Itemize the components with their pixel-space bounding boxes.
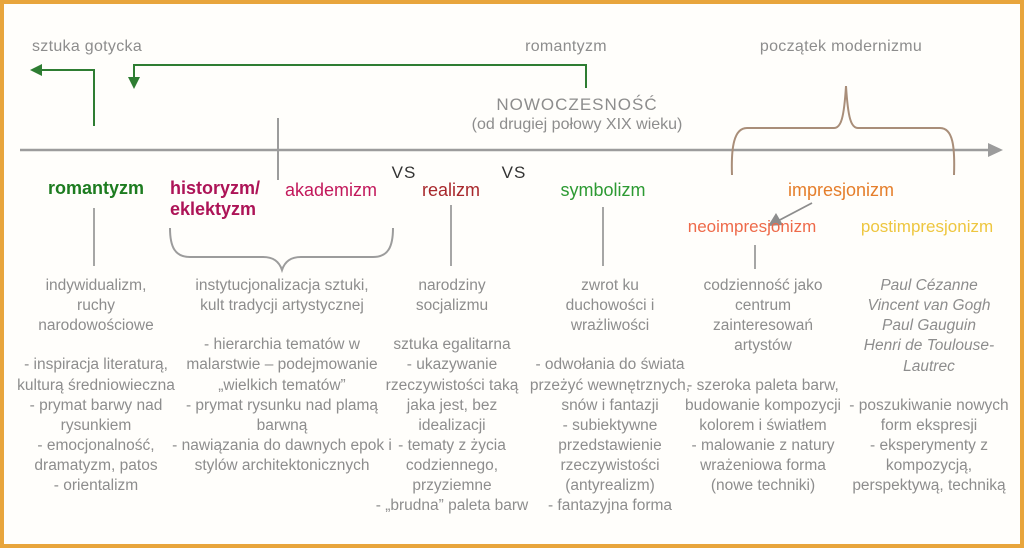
column-impresjonizm: codzienność jako centrum zainteresowań a… [677,276,849,496]
list-item: - „brudna” paleta barw [375,497,529,515]
era-label-romantyzm: romantyzm [525,38,607,55]
vs-label-2: VS [501,163,527,182]
movement-label-symbolizm: symbolizm [560,180,646,200]
list-item: - emocjonalność, dramatyzm, patos [34,436,158,475]
list-item: - hierarchia tematów w malarstwie – pode… [186,336,378,394]
column-historyzm-akademizm: instytucjonalizacja sztuki, kult tradycj… [169,276,395,476]
column-symbolizm: zwrot ku duchowości i wrażliwości - odwo… [529,276,691,517]
movement-label-historyzm-eklektyzm: historyzm/ eklektyzm [170,178,261,219]
impresjonizm-to-neo-arrowhead-icon [768,213,783,226]
movement-label-akademizm: akademizm [284,180,378,200]
list-item: - odwołania do świata przeżyć wewnętrzny… [529,356,691,414]
list-item: - szeroka paleta barw, budowanie kompozy… [685,376,841,434]
list-item: - poszukiwanie nowych form ekspresji [849,396,1009,434]
modern-era-subtitle: (od drugiej połowy XIX wieku) [471,116,683,133]
modern-era-title: NOWOCZESNOŚĆ [496,95,658,114]
column-romantyzm: indywidualizm, ruchy narodowościowe - in… [11,276,181,496]
movement-label-neoimpresjonizm: neoimpresjonizm [687,217,817,236]
list-item: - inspiracja literaturą, kulturą średnio… [17,356,175,394]
list-item: - prymat barwy nad rysunkiem [29,396,163,434]
list-item: - orientalizm [53,477,139,495]
vs-label-1: VS [391,163,417,182]
column-romantyzm-heading: indywidualizm, ruchy narodowościowe [38,277,154,335]
list-item: sztuka egalitarna [393,336,511,354]
timeline-arrowhead-icon [988,143,1003,157]
list-item: - malowanie z natury [691,436,835,454]
diagram-lines-layer [20,64,1003,274]
gothic-reference-line [40,69,95,126]
gothic-arrowhead-icon [30,64,42,76]
movement-label-postimpresjonizm: postimpresjonizm [860,217,994,236]
list-item: - nawiązania do dawnych epok i stylów ar… [172,436,392,475]
movement-label-romantyzm: romantyzm [47,178,145,198]
column-realizm: narodziny socjalizmu sztuka egalitarna -… [374,276,530,517]
column-impresjonizm-heading: codzienność jako centrum zainteresowań a… [703,277,823,355]
modernism-brace [730,85,956,176]
list-item: - eksperymenty z kompozycją, perspektywą… [852,436,1006,495]
list-item: - fantazyjna forma [547,497,673,515]
list-item: - subiektywne przedstawienie rzeczywisto… [558,416,662,495]
column-symbolizm-heading: zwrot ku duchowości i wrażliwości [565,277,655,335]
column-historyzm-heading: instytucjonalizacja sztuki, kult tradycj… [195,277,369,315]
impresjonizm-to-neo-arrow-line [773,202,813,224]
movement-label-impresjonizm: impresjonizm [787,180,895,200]
romantyzm-bracket-line [133,64,587,88]
era-label-gothic: sztuka gotycka [32,38,143,55]
romantyzm-down-arrowhead-icon [128,77,140,89]
list-item: wrażeniowa forma (nowe techniki) [700,457,826,495]
column-postimpresjonizm-heading: Paul Cézanne Vincent van Gogh Paul Gaugu… [863,277,995,375]
list-item: - tematy z życia codziennego, przyziemne [398,436,506,495]
column-realizm-heading: narodziny socjalizmu [415,277,489,315]
era-label-modernism: początek modernizmu [759,38,923,55]
column-postimpresjonizm: Paul Cézanne Vincent van Gogh Paul Gaugu… [840,276,1018,496]
list-item: - prymat rysunku nad plamą barwną [185,396,379,434]
historyzm-akademizm-underbrace [169,227,394,274]
list-item: - ukazywanie rzeczywistości taką jaka je… [385,356,519,434]
movement-label-realizm: realizm [421,180,481,200]
